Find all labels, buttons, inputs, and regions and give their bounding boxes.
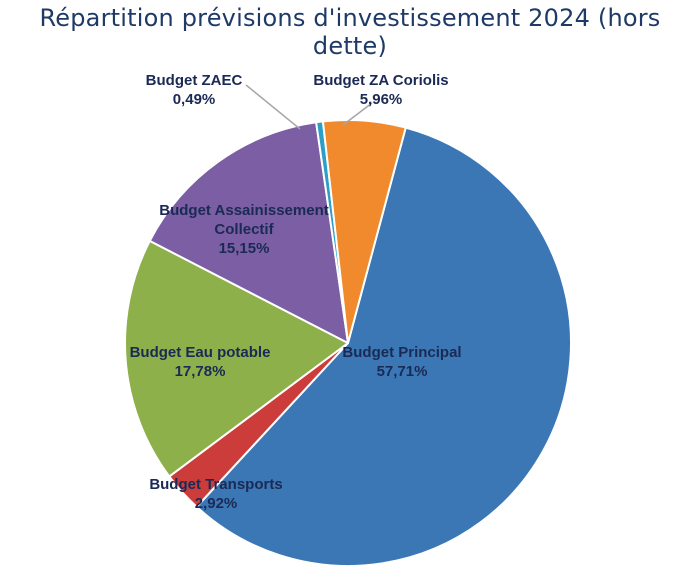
slice-label-budget-eau-potable: Budget Eau potable 17,78%: [130, 344, 271, 380]
slice-label-name: Budget Assainissement: [159, 202, 329, 219]
slice-label-name: Budget ZAEC: [146, 72, 243, 89]
slice-label-name: Budget ZA Coriolis: [313, 72, 448, 89]
slice-label-percent: 5,96%: [360, 91, 403, 108]
slice-label-budget-assainissement-collectif: Budget Assainissement Collectif 15,15%: [159, 202, 329, 257]
slice-label-budget-principal: Budget Principal 57,71%: [342, 344, 461, 380]
slice-label-name: Budget Transports: [149, 476, 282, 493]
slice-label-budget-za-coriolis: Budget ZA Coriolis 5,96%: [313, 72, 448, 108]
leader-line-budget-zaec: [245, 84, 301, 130]
chart-title: Répartition prévisions d'investissement …: [39, 4, 661, 60]
slice-label-percent: 2,92%: [195, 495, 238, 512]
slice-label-budget-transports: Budget Transports 2,92%: [149, 476, 282, 512]
pie-slice-budget-za-coriolis: [321, 119, 407, 344]
pie-slice-budget-principal: [195, 126, 572, 567]
slice-label-percent: 15,15%: [219, 240, 270, 257]
pie-slice-budget-eau-potable: [124, 239, 349, 478]
slice-label-percent: 0,49%: [173, 91, 216, 108]
slice-label-name: Collectif: [214, 221, 274, 238]
slice-label-budget-zaec: Budget ZAEC 0,49%: [146, 72, 243, 108]
slice-label-percent: 57,71%: [377, 363, 428, 380]
slice-label-name: Budget Eau potable: [130, 344, 271, 361]
slice-label-percent: 17,78%: [175, 363, 226, 380]
leader-line-budget-za-coriolis: [342, 102, 373, 126]
slice-label-name: Budget Principal: [342, 344, 461, 361]
